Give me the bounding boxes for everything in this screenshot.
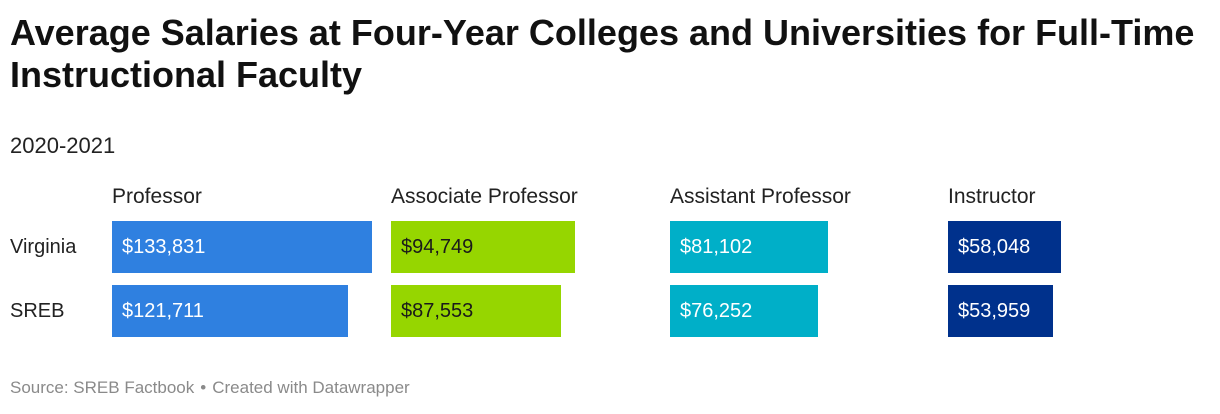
bar-assistant-professor-virginia [670, 221, 828, 273]
value-label-professor-virginia: $133,831 [122, 236, 206, 258]
source-note: Source: SREB Factbook [10, 378, 195, 397]
panel-title-assistant-professor: Assistant Professor [670, 185, 851, 208]
bar-professor-virginia [112, 221, 372, 273]
bar-professor-sreb [112, 285, 348, 337]
chart-subtitle: 2020-2021 [10, 133, 116, 158]
value-label-assistant-professor-sreb: $76,252 [680, 300, 753, 322]
footer-separator: • [200, 378, 207, 397]
row-label-sreb: SREB [10, 300, 65, 322]
value-label-associate-professor-virginia: $94,749 [401, 236, 474, 258]
bar-assistant-professor-sreb [670, 285, 818, 337]
chart-title: Average Salaries at Four-Year Colleges a… [10, 12, 1195, 95]
chart-footer: Source: SREB Factbook • Created with Dataw… [10, 377, 410, 399]
value-label-instructor-sreb: $53,959 [958, 300, 1031, 322]
value-label-associate-professor-sreb: $87,553 [401, 300, 474, 322]
panel-title-professor: Professor [112, 185, 202, 208]
panel-title-associate-professor: Associate Professor [391, 185, 578, 208]
value-label-assistant-professor-virginia: $81,102 [680, 236, 753, 258]
value-label-professor-sreb: $121,711 [122, 300, 204, 322]
bar-associate-professor-sreb [391, 285, 561, 337]
bar-instructor-virginia [948, 221, 1061, 273]
value-label-instructor-virginia: $58,048 [958, 236, 1031, 258]
panel-title-instructor: Instructor [948, 185, 1036, 208]
bar-instructor-sreb [948, 285, 1053, 337]
credit-note: Created with Datawrapper [212, 378, 410, 397]
bar-associate-professor-virginia [391, 221, 575, 273]
row-label-virginia: Virginia [10, 236, 77, 258]
